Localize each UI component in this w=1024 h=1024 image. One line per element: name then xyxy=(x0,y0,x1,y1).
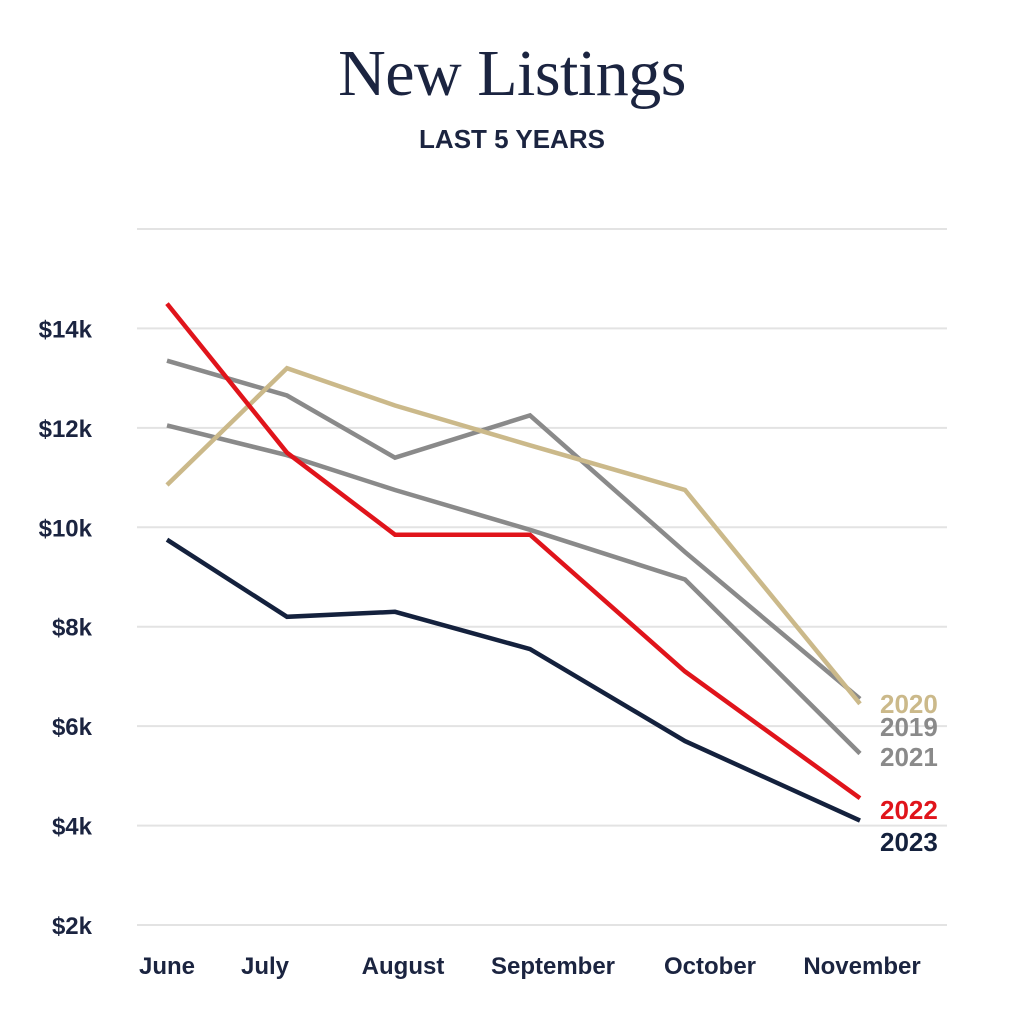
series-label-2020: 2020 xyxy=(880,689,938,719)
y-tick-label: $10k xyxy=(39,515,93,542)
series-label-2021: 2021 xyxy=(880,742,938,772)
x-tick-label: July xyxy=(241,953,290,980)
x-tick-label: October xyxy=(664,953,756,980)
x-tick-label: August xyxy=(362,953,445,980)
x-axis-ticks: June July August September October November xyxy=(139,953,921,980)
y-tick-label: $4k xyxy=(52,814,93,841)
series-lines xyxy=(165,302,862,823)
x-tick-label: September xyxy=(491,953,615,980)
series-line-2020 xyxy=(165,365,862,706)
chart-subtitle: LAST 5 YEARS xyxy=(419,124,605,154)
y-tick-label: $12k xyxy=(39,416,93,443)
y-tick-label: $2k xyxy=(52,913,93,940)
grid-layer xyxy=(137,228,947,926)
series-label-2023: 2023 xyxy=(880,827,938,857)
series-line-2022 xyxy=(165,302,862,801)
x-tick-label: June xyxy=(139,953,195,980)
series-line-2021 xyxy=(166,423,862,756)
x-tick-label: November xyxy=(803,953,920,980)
y-axis-ticks: $2k $4k $6k $8k $10k $12k $14k xyxy=(39,316,93,940)
series-label-2019: 2019 xyxy=(880,712,938,742)
y-tick-label: $8k xyxy=(52,615,93,642)
y-tick-label: $6k xyxy=(52,714,93,741)
series-label-2022: 2022 xyxy=(880,795,938,825)
y-tick-label: $14k xyxy=(39,316,93,343)
chart-title: New Listings xyxy=(338,37,686,110)
series-line-2023 xyxy=(165,537,861,823)
